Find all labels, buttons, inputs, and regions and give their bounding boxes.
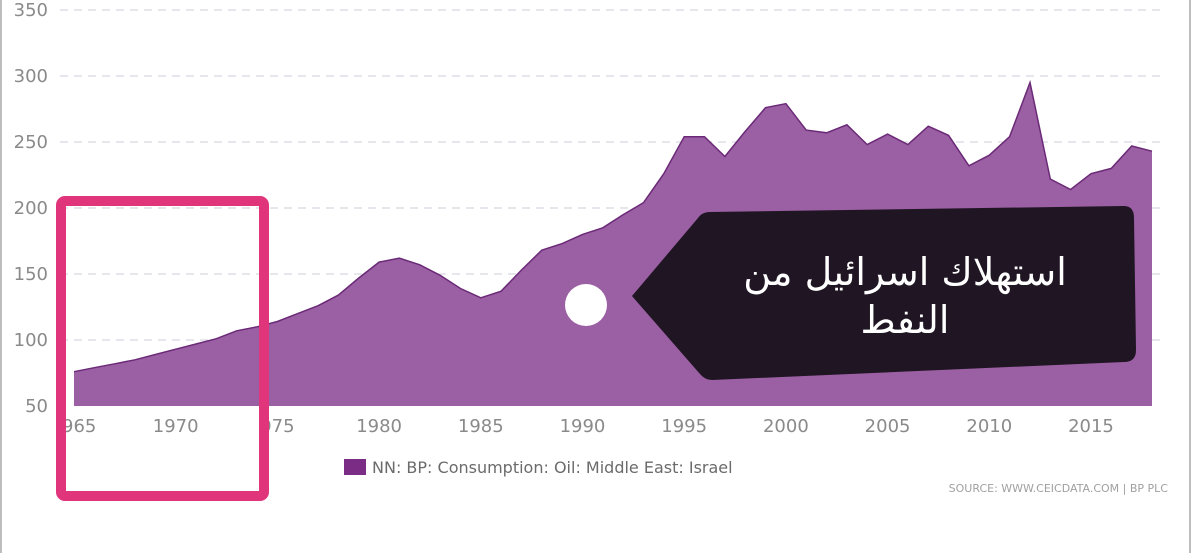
callout-text-line2: النفط [861,298,950,342]
x-tick-label: 1970 [153,416,199,437]
legend-swatch [344,459,366,475]
y-tick-label: 200 [14,198,48,219]
legend-label: NN: BP: Consumption: Oil: Middle East: I… [372,458,733,477]
x-tick-label: 2010 [966,416,1012,437]
source-note: SOURCE: WWW.CEICDATA.COM | BP PLC [949,482,1169,495]
y-tick-label: 100 [14,330,48,351]
y-tick-label: 250 [14,132,48,153]
x-tick-label: 965 [62,416,96,437]
x-tick-label: 1995 [661,416,707,437]
callout-text-line1: استهلاك اسرائيل من [743,250,1067,295]
x-tick-label: 1990 [560,416,606,437]
callout-hole [565,284,607,326]
x-tick-label: 2005 [865,416,911,437]
y-tick-label: 150 [14,264,48,285]
x-tick-label: 2000 [763,416,809,437]
x-tick-label: 1985 [458,416,504,437]
callout-annotation: استهلاك اسرائيل من النفط [565,206,1136,380]
x-tick-label: 2015 [1068,416,1114,437]
area-top-line [73,79,1153,373]
legend: NN: BP: Consumption: Oil: Middle East: I… [344,458,733,477]
y-tick-label: 300 [14,66,48,87]
callout-tag-shape [632,206,1136,380]
y-tick-label: 50 [25,396,48,417]
y-axis-ticks: 50 100 150 200 250 300 350 [14,0,48,417]
highlight-rectangle [56,196,269,501]
y-tick-label: 350 [14,0,48,21]
x-axis-ticks: 965 1970 975 1980 1985 1990 1995 2000 2005 2010 20… [62,416,1114,437]
x-tick-label: 1980 [356,416,402,437]
